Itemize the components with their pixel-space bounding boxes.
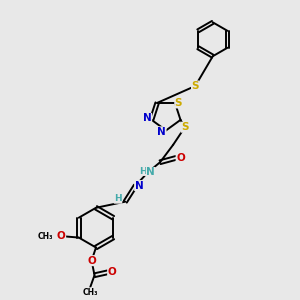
Text: S: S (181, 122, 189, 132)
Text: H: H (139, 167, 146, 176)
Text: N: N (157, 127, 166, 137)
Text: O: O (176, 153, 185, 163)
Text: O: O (87, 256, 96, 266)
Text: CH₃: CH₃ (38, 232, 53, 241)
Text: N: N (146, 167, 155, 178)
Text: S: S (191, 81, 199, 91)
Text: O: O (57, 231, 66, 241)
Text: S: S (175, 98, 182, 108)
Text: O: O (108, 267, 116, 277)
Text: H: H (114, 194, 122, 203)
Text: CH₃: CH₃ (82, 288, 98, 297)
Text: N: N (143, 113, 152, 123)
Text: N: N (135, 181, 143, 190)
